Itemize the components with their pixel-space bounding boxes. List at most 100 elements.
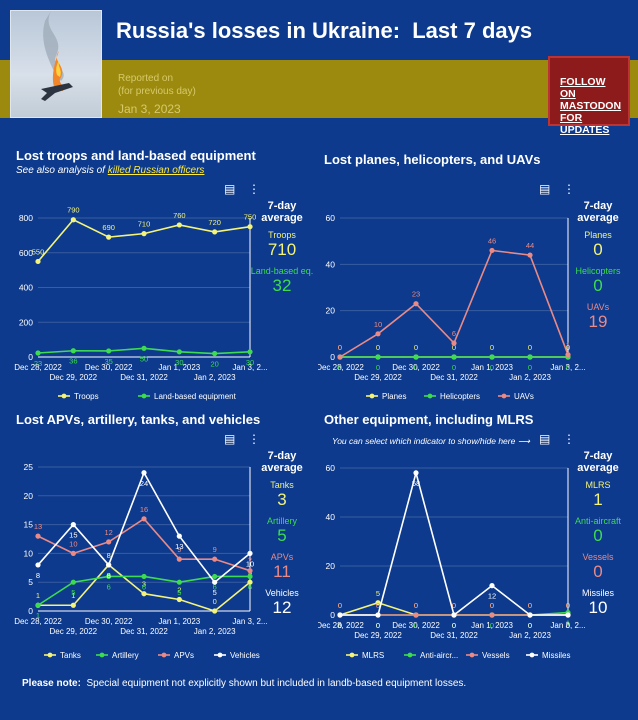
y-tick-label: 200 xyxy=(19,317,33,327)
avg-value: 0 xyxy=(593,240,603,259)
avg-label: Missiles xyxy=(581,588,614,598)
y-tick-label: 20 xyxy=(326,306,336,316)
data-label: 0 xyxy=(414,363,418,372)
y-tick-label: 600 xyxy=(19,248,33,258)
data-label: 23 xyxy=(412,290,420,299)
avg-label: APVs xyxy=(270,552,294,562)
legend-marker xyxy=(99,652,105,658)
more-menu-icon[interactable]: ⋮ xyxy=(563,432,575,446)
x-tick-label: Jan 2, 2023 xyxy=(194,627,236,636)
more-menu-icon[interactable]: ⋮ xyxy=(248,432,260,446)
data-point xyxy=(35,562,41,568)
data-label: 0 xyxy=(452,621,456,630)
avg-value: 1 xyxy=(593,490,603,509)
data-label: 0 xyxy=(338,601,342,610)
x-tick-label: Dec 28, 2022 xyxy=(318,621,364,630)
data-label: 0 xyxy=(566,621,570,630)
data-point xyxy=(565,352,571,358)
footnote: Please note: Special equipment not expli… xyxy=(22,678,466,689)
data-label: 30 xyxy=(175,358,183,367)
data-label: 23 xyxy=(34,359,42,368)
data-label: 12 xyxy=(488,592,496,601)
legend-label: MLRS xyxy=(362,651,384,660)
data-point xyxy=(141,516,147,522)
data-label: 0 xyxy=(452,621,456,630)
data-point xyxy=(141,573,147,580)
data-point xyxy=(212,608,218,614)
x-tick-label: Jan 3, 2... xyxy=(232,363,267,372)
troops-chart-title: Lost troops and land-based equipment xyxy=(16,148,256,163)
y-tick-label: 40 xyxy=(326,512,336,522)
legend-marker xyxy=(427,393,433,399)
troops-subtitle: See also analysis of killed Russian offi… xyxy=(16,165,204,176)
x-tick-label: Jan 1, 2023 xyxy=(471,621,513,630)
data-label: 30 xyxy=(246,358,254,367)
data-point xyxy=(247,568,253,574)
data-point xyxy=(489,354,495,360)
killed-officers-link[interactable]: killed Russian officers xyxy=(107,165,205,176)
legend-label: APVs xyxy=(174,651,194,660)
legend-label: UAVs xyxy=(514,392,534,401)
chart-export-icon[interactable]: ▤ xyxy=(224,182,236,196)
data-point xyxy=(413,354,419,360)
indicator-hint: You can select which indicator to show/h… xyxy=(332,436,530,447)
more-menu-icon[interactable]: ⋮ xyxy=(563,182,575,196)
x-tick-label: Jan 1, 2023 xyxy=(158,617,200,626)
y-tick-label: 0 xyxy=(28,352,33,362)
data-label: 0 xyxy=(376,601,380,610)
data-point xyxy=(176,533,182,539)
reported-line-1: Reported on xyxy=(118,73,174,84)
chart-export-icon[interactable]: ▤ xyxy=(224,432,236,446)
x-tick-label: Dec 30, 2022 xyxy=(392,363,440,372)
data-point xyxy=(247,224,253,230)
data-label: 8 xyxy=(107,551,111,560)
data-point xyxy=(70,579,76,585)
data-label: 1 xyxy=(36,591,40,600)
data-label: 0 xyxy=(528,621,532,630)
header-band xyxy=(0,0,638,56)
data-point xyxy=(35,533,41,539)
data-label: 0 xyxy=(338,621,342,630)
data-point xyxy=(527,354,533,360)
data-label: 0 xyxy=(566,601,570,610)
chart-export-icon[interactable]: ▤ xyxy=(539,432,551,446)
data-point xyxy=(106,348,112,354)
data-label: 10 xyxy=(374,320,382,329)
y-tick-label: 25 xyxy=(24,462,34,472)
data-label: 0 xyxy=(566,601,570,610)
data-label: 5 xyxy=(71,588,75,597)
x-tick-label: Dec 30, 2022 xyxy=(85,617,133,626)
y-tick-label: 0 xyxy=(28,606,33,616)
y-tick-label: 5 xyxy=(28,577,33,587)
follow-mastodon-link[interactable]: FOLLOW ON MASTODON FOR UPDATES xyxy=(548,56,630,136)
other-chart-title: Other equipment, including MLRS xyxy=(324,412,534,427)
x-tick-label: Dec 31, 2022 xyxy=(430,373,478,382)
data-label: 1 xyxy=(36,611,40,620)
data-label: 0 xyxy=(452,601,456,610)
data-label: 6 xyxy=(452,329,456,338)
chart-export-icon[interactable]: ▤ xyxy=(539,182,551,196)
y-tick-label: 400 xyxy=(19,283,33,293)
troops-subtitle-prefix: See also analysis of xyxy=(16,165,108,176)
data-label: 0 xyxy=(376,621,380,630)
troops-average-panel: 7-day average Troops 710 Land-based eq. … xyxy=(250,200,314,296)
data-point xyxy=(337,612,343,618)
data-label: 0 xyxy=(528,343,532,352)
more-menu-icon[interactable]: ⋮ xyxy=(248,182,260,196)
data-label: 0 xyxy=(338,343,342,352)
data-point xyxy=(375,331,381,337)
data-label: 0 xyxy=(376,363,380,372)
data-label: 720 xyxy=(208,218,221,227)
avg-value: 32 xyxy=(272,276,292,295)
data-point xyxy=(375,612,381,618)
avg-label: Tanks xyxy=(270,480,294,490)
series-line-missiles xyxy=(340,469,568,617)
data-label: 0 xyxy=(213,597,217,606)
legend-label: Missiles xyxy=(542,651,570,660)
y-tick-label: 60 xyxy=(326,463,336,473)
data-label: 690 xyxy=(102,223,115,232)
